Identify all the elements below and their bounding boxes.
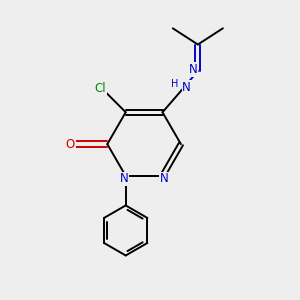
Text: N: N bbox=[160, 172, 168, 185]
Text: N: N bbox=[120, 172, 129, 185]
Text: O: O bbox=[66, 138, 75, 151]
Text: Cl: Cl bbox=[95, 82, 106, 95]
Text: H: H bbox=[172, 79, 179, 89]
Text: N: N bbox=[188, 63, 197, 76]
Text: N: N bbox=[182, 81, 191, 94]
